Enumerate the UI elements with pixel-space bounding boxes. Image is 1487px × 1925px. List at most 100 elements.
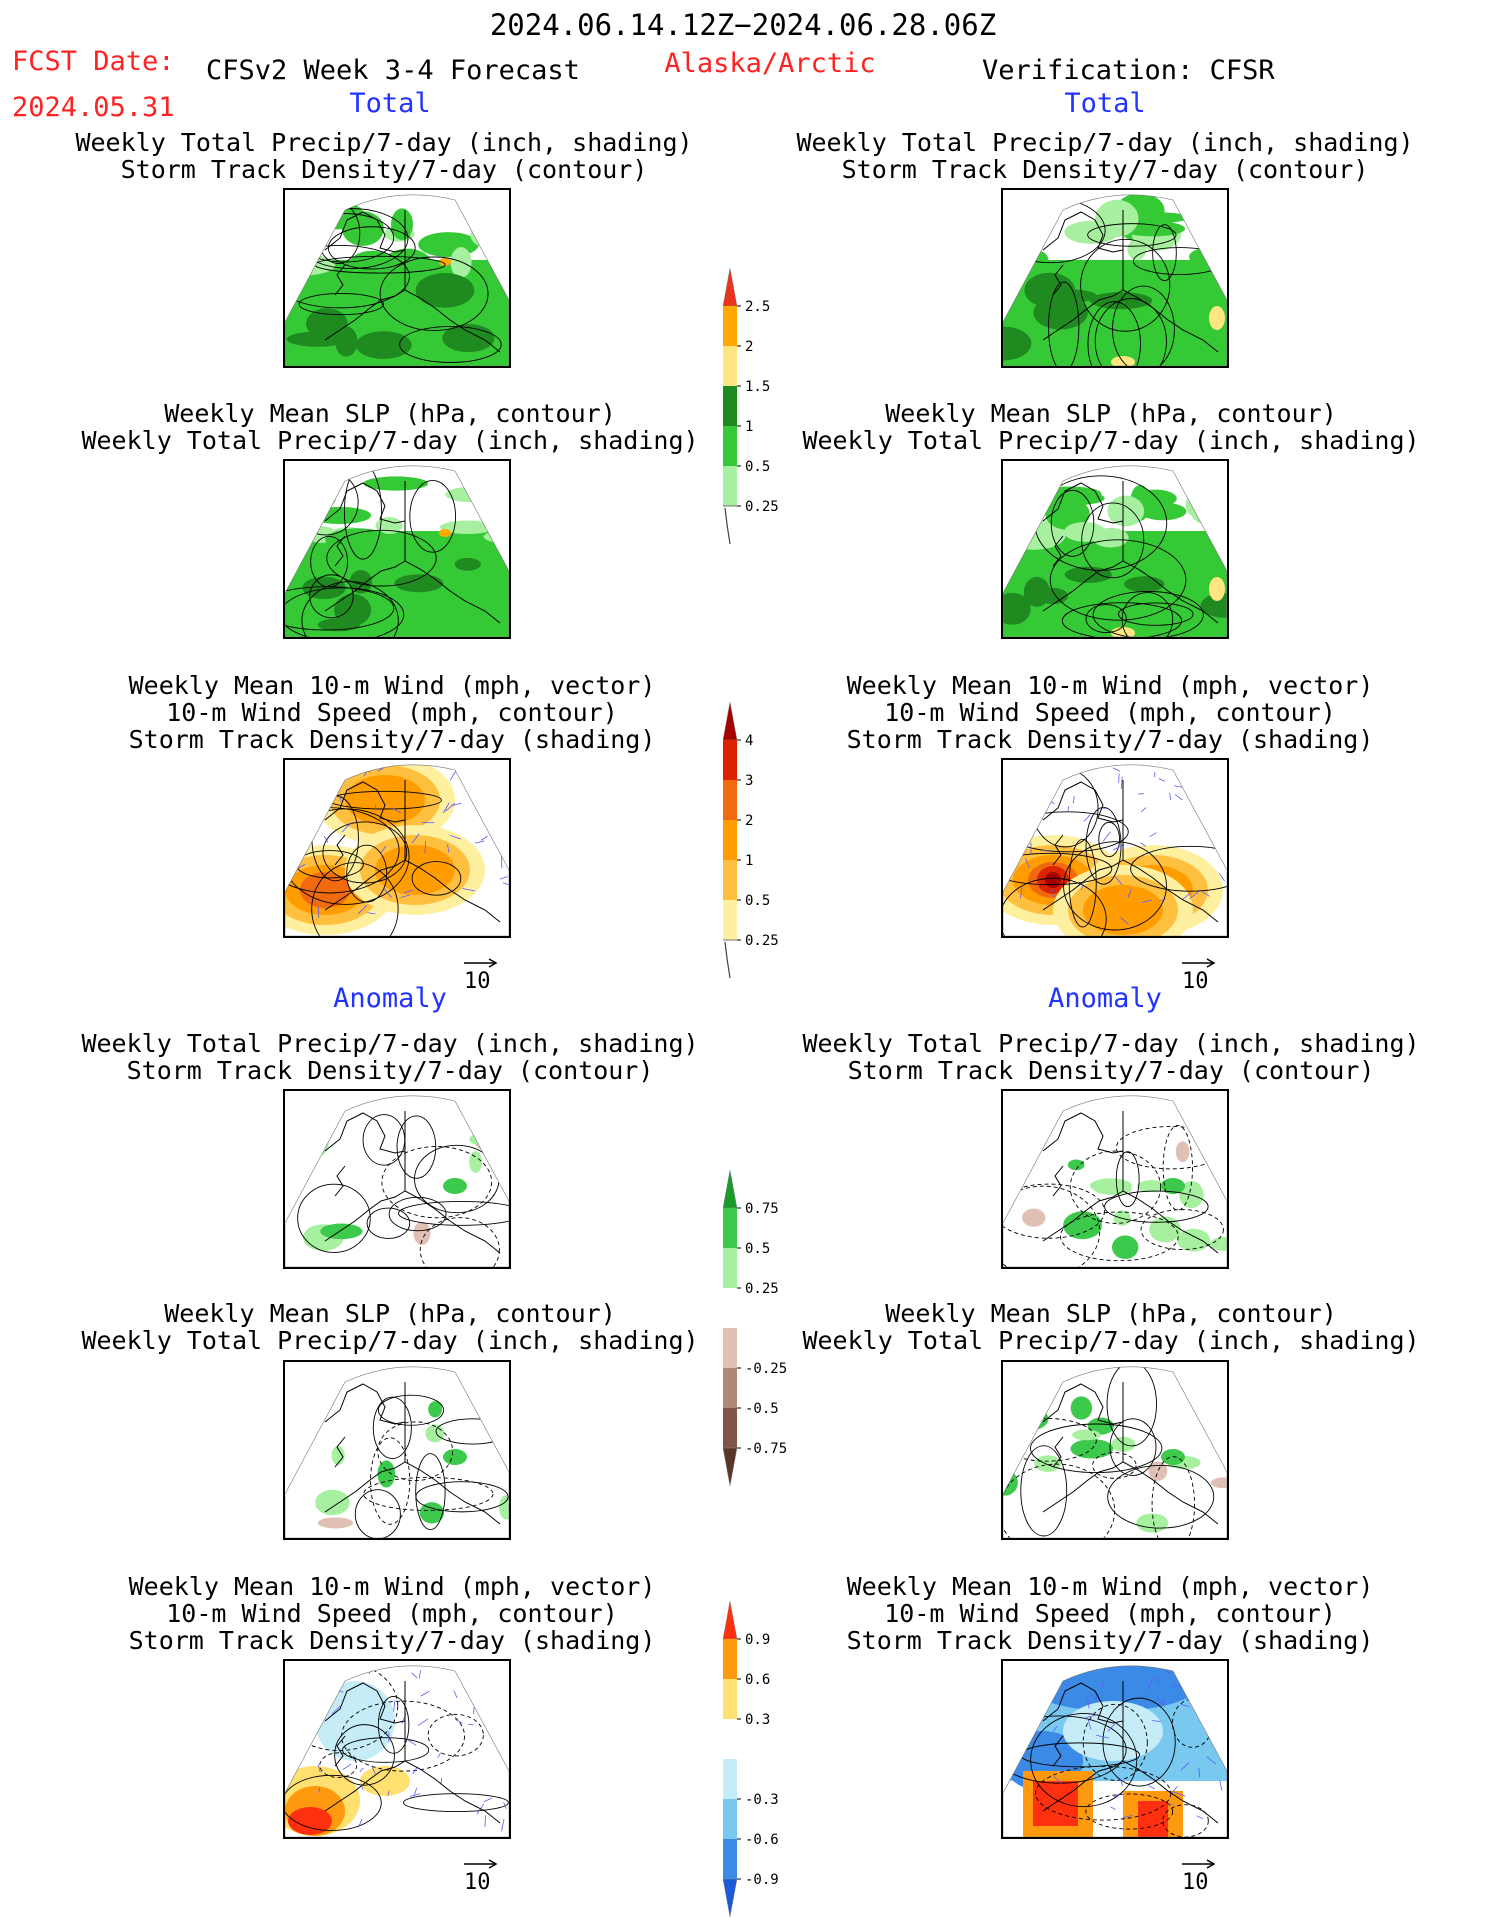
precip-blob-heavy bbox=[415, 273, 475, 308]
fcst-date-value: 2024.05.31 bbox=[12, 92, 175, 123]
title-slp-precip-anom-verif: Weekly Mean SLP (hPa, contour) Weekly Tot… bbox=[802, 1299, 1420, 1355]
wind-vector bbox=[374, 804, 377, 810]
colorbar-tick-label: 0.25 bbox=[745, 1281, 779, 1297]
precip-blob bbox=[285, 525, 305, 541]
wind-vector bbox=[1220, 1720, 1226, 1732]
coastline bbox=[324, 1383, 501, 1525]
precip-anom-blob bbox=[425, 1424, 445, 1443]
wind-vector bbox=[1147, 1678, 1153, 1691]
contour-line bbox=[1080, 238, 1171, 332]
contour-line bbox=[322, 821, 408, 884]
wind-vector bbox=[1121, 776, 1123, 789]
colorbar-segment bbox=[723, 820, 737, 860]
precip-anom-blob bbox=[1149, 1216, 1181, 1243]
precip-anom-blob bbox=[307, 1130, 329, 1157]
precip-anom-blob bbox=[1210, 1477, 1227, 1489]
precip-anom-blob bbox=[1067, 1159, 1085, 1171]
colorbar-segment bbox=[723, 1679, 737, 1719]
colorbar-tick-label: 4 bbox=[745, 733, 753, 749]
wind-vector bbox=[383, 888, 392, 898]
precip-blob-max bbox=[1209, 577, 1225, 601]
precip-anom-blob bbox=[1179, 1181, 1204, 1209]
colorbar-tick-label: -0.3 bbox=[745, 1792, 779, 1808]
colorbar-tail bbox=[724, 507, 731, 545]
contour-line bbox=[1087, 223, 1177, 247]
precip-blob bbox=[375, 517, 403, 535]
coastline bbox=[1042, 1383, 1219, 1525]
coastline bbox=[324, 482, 501, 624]
colorbar-tick-label: 2.5 bbox=[745, 299, 770, 315]
contour-line bbox=[427, 1713, 484, 1757]
colorbar-tick-label: 0.9 bbox=[745, 1632, 770, 1648]
wind-vector bbox=[483, 1797, 493, 1803]
precip-anom-blob bbox=[1003, 1158, 1033, 1174]
storm-anom-shading bbox=[1033, 1781, 1078, 1826]
title-slp-precip-total-verif: Weekly Mean SLP (hPa, contour) Weekly Tot… bbox=[802, 399, 1420, 455]
contour-line bbox=[1063, 841, 1167, 931]
storm-shading bbox=[1045, 872, 1061, 888]
wind-vector bbox=[1119, 1778, 1124, 1786]
precip-blob-max bbox=[439, 258, 451, 266]
contour-line bbox=[1092, 591, 1204, 637]
reference-arrow-icon bbox=[1182, 958, 1216, 968]
wind-vector bbox=[1077, 766, 1081, 772]
wind-vector bbox=[403, 889, 414, 894]
colorbar-tick-label: 1 bbox=[745, 853, 753, 869]
domain-outline bbox=[285, 1366, 509, 1538]
wind-vector bbox=[400, 894, 411, 898]
wind-vector bbox=[339, 795, 342, 802]
precip-blob bbox=[471, 483, 509, 496]
contour-line bbox=[1107, 1465, 1215, 1529]
domain-outline bbox=[1003, 1366, 1227, 1538]
precip-anom-blob bbox=[419, 1502, 445, 1524]
wind-vector bbox=[1080, 881, 1084, 891]
title-wind-storm-total-fcst: Weekly Mean 10-m Wind (mph, vector) 10-m … bbox=[128, 671, 656, 754]
map-slp-precip-total-fcst bbox=[283, 459, 511, 639]
precip-anom-blob bbox=[377, 1460, 396, 1488]
contour-line bbox=[1049, 539, 1187, 621]
title-slp-precip-anom-fcst: Weekly Mean SLP (hPa, contour) Weekly Tot… bbox=[81, 1299, 699, 1355]
precip-blob bbox=[325, 528, 391, 551]
precip-blob-heavy bbox=[394, 574, 444, 593]
wind-vector bbox=[437, 1752, 441, 1759]
precip-anom-blob bbox=[1175, 1141, 1190, 1163]
precip-anom-blob bbox=[443, 1449, 467, 1465]
precip-anom-blob bbox=[469, 1151, 482, 1173]
colorbar-tick-label: 0.5 bbox=[745, 1241, 770, 1257]
wind-vector bbox=[1127, 888, 1132, 898]
contour-line bbox=[1112, 285, 1175, 366]
precip-anom-blob bbox=[1111, 1235, 1139, 1260]
precip-blob-heavy bbox=[442, 324, 495, 353]
precip-blob-heavy bbox=[1124, 576, 1165, 592]
wind-vector bbox=[444, 803, 456, 812]
coastline bbox=[324, 781, 501, 923]
title-precip-storm-total-fcst: Weekly Total Precip/7-day (inch, shading… bbox=[75, 128, 693, 184]
precip-blob bbox=[418, 232, 479, 258]
storm-anom-shading bbox=[1138, 1801, 1168, 1837]
wind-vector bbox=[412, 1767, 418, 1775]
precip-blob bbox=[1185, 490, 1213, 519]
wind-vector bbox=[1083, 814, 1091, 822]
wind-vector bbox=[1026, 1665, 1031, 1671]
contour-line bbox=[310, 536, 349, 588]
contour-line bbox=[1104, 1190, 1209, 1223]
precip-anom-blob bbox=[1136, 1180, 1167, 1193]
wind-vector bbox=[1148, 1785, 1155, 1790]
colorbar-segment bbox=[723, 1408, 737, 1448]
precip-anom-blob bbox=[1202, 1399, 1227, 1424]
wind-vector bbox=[1219, 873, 1225, 882]
precip-anom-blob bbox=[331, 1445, 345, 1466]
precip-blob bbox=[1092, 527, 1129, 548]
reference-vector-anom-fcst: 10 bbox=[462, 1858, 502, 1898]
map-wind-storm-total-verif bbox=[1001, 758, 1229, 938]
contour-line bbox=[419, 1217, 500, 1267]
contour-line bbox=[285, 245, 410, 309]
wind-vector bbox=[424, 841, 426, 854]
contour-line bbox=[1050, 489, 1095, 557]
colorbar-segment bbox=[723, 426, 737, 466]
region-label: Alaska/Arctic bbox=[664, 48, 876, 79]
wind-vector bbox=[474, 840, 485, 844]
wind-vector bbox=[1224, 760, 1225, 764]
precip-anom-blob bbox=[1089, 1178, 1132, 1194]
reference-arrow-icon bbox=[464, 958, 498, 968]
